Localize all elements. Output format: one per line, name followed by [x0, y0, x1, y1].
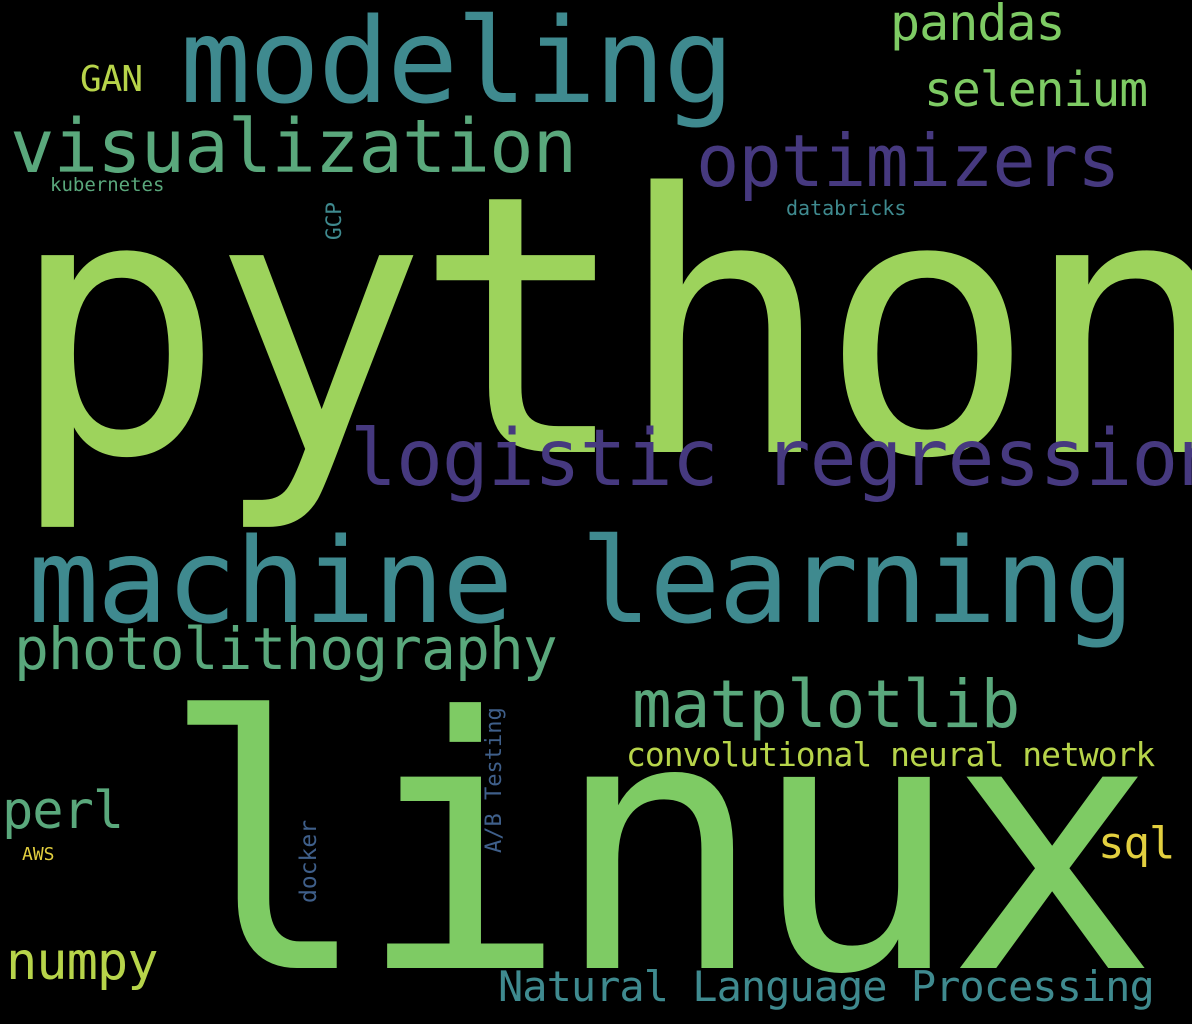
word-visualization: visualization: [10, 104, 577, 190]
word-modeling: modeling: [180, 0, 734, 130]
word-ab-testing: A/B Testing: [482, 707, 507, 853]
word-sql: sql: [1098, 818, 1175, 869]
word-selenium: selenium: [924, 62, 1148, 118]
word-python: python: [8, 118, 1192, 537]
word-matplotlib: matplotlib: [632, 666, 1020, 743]
word-optimizers: optimizers: [696, 119, 1120, 203]
word-gcp: GCP: [322, 202, 346, 240]
word-pandas: pandas: [890, 0, 1066, 52]
word-logistic-regression: logistic regression: [350, 414, 1192, 504]
word-machine-learning: machine learning: [28, 512, 1135, 650]
word-convolutional-neural-network: convolutional neural network: [626, 735, 1155, 774]
word-linux: linux: [160, 643, 1158, 1024]
word-aws: AWS: [22, 844, 55, 865]
word-databricks: databricks: [786, 196, 907, 220]
word-numpy: numpy: [6, 932, 159, 992]
word-photolithography: photolithography: [14, 615, 558, 683]
word-kubernetes: kubernetes: [50, 174, 165, 196]
word-gan: GAN: [80, 59, 143, 100]
word-perl: perl: [2, 781, 124, 841]
word-docker: docker: [296, 819, 322, 903]
word-natural-language-processing: Natural Language Processing: [498, 962, 1155, 1011]
